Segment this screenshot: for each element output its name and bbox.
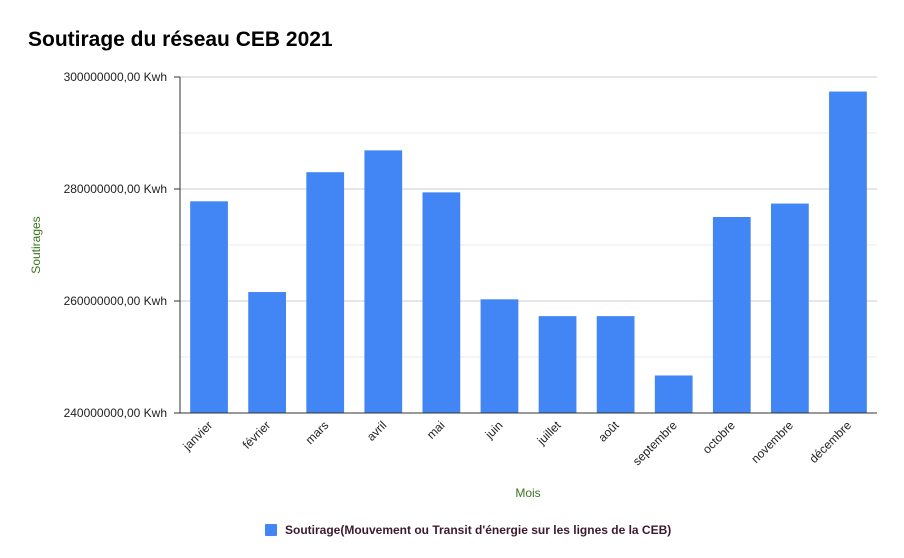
x-tick-label: décembre — [806, 418, 854, 466]
x-tick-label: novembre — [748, 418, 796, 466]
legend: Soutirage(Mouvement ou Transit d'énergie… — [265, 523, 671, 537]
bar-avril — [364, 150, 403, 414]
x-tick-label: janvier — [180, 418, 216, 454]
x-tick-label: juillet — [534, 418, 564, 448]
x-tick-label: mars — [303, 418, 332, 447]
x-tick-label: février — [240, 418, 273, 451]
bar-mars — [306, 172, 345, 413]
x-tick-label: août — [595, 418, 622, 445]
bar-décembre — [829, 91, 867, 413]
x-axis-label: Mois — [515, 486, 540, 500]
x-axis-ticks: janvier février mars avril mai juin juillet aoû… — [180, 418, 855, 468]
bar-août — [596, 316, 635, 413]
bar-septembre — [654, 375, 693, 413]
y-axis-label: Soutirages — [29, 216, 43, 273]
chart-title: Soutirage du réseau CEB 2021 — [28, 28, 333, 51]
y-tick-label: 260000000,00 Kwh — [64, 294, 167, 308]
x-tick-label: mai — [424, 418, 448, 442]
x-tick-label: avril — [364, 418, 389, 443]
x-tick-label: octobre — [700, 418, 738, 456]
bar-mai — [422, 192, 461, 413]
x-tick-label: septembre — [630, 418, 680, 468]
legend-swatch — [265, 524, 277, 536]
y-tick-label: 240000000,00 Kwh — [64, 406, 167, 420]
bars — [190, 91, 867, 414]
bar-juin — [480, 299, 519, 413]
bar-janvier — [190, 201, 228, 413]
bar-février — [248, 292, 287, 413]
legend-label: Soutirage(Mouvement ou Transit d'énergie… — [285, 523, 672, 537]
y-tick-label: 300000000,00 Kwh — [64, 70, 167, 84]
y-axis-ticks: 240000000,00 Kwh 260000000,00 Kwh 28000000… — [64, 70, 180, 420]
y-tick-label: 280000000,00 Kwh — [64, 182, 167, 196]
gridlines — [180, 76, 877, 358]
x-tick-label: juin — [482, 418, 506, 442]
bar-novembre — [770, 203, 809, 413]
bar-octobre — [712, 217, 751, 413]
bar-juillet — [538, 316, 577, 413]
